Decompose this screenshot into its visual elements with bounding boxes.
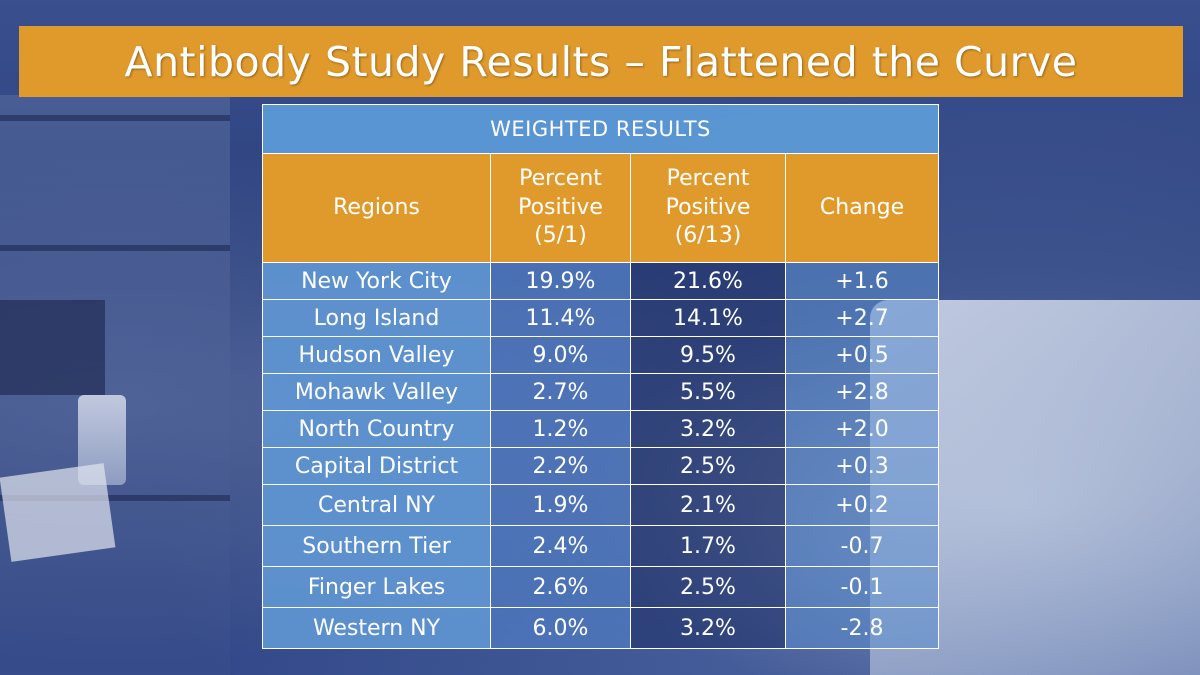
percent-6-13-cell: 2.5% xyxy=(630,566,786,608)
slide-title-bar: Antibody Study Results – Flattened the C… xyxy=(19,26,1183,97)
region-cell: Long Island xyxy=(262,299,491,337)
percent-6-13-cell: 9.5% xyxy=(630,336,786,374)
table-row: Central NY 1.9% 2.1% +0.2 xyxy=(262,484,940,526)
percent-5-1-cell: 1.2% xyxy=(490,410,631,448)
change-cell: -2.8 xyxy=(784,607,940,649)
change-cell: +2.7 xyxy=(784,299,940,337)
region-cell: Western NY xyxy=(262,607,491,649)
change-cell: +1.6 xyxy=(784,262,940,300)
table-row: Western NY 6.0% 3.2% -2.8 xyxy=(262,607,940,649)
region-cell: Southern Tier xyxy=(262,525,491,567)
column-header-change: Change xyxy=(784,153,940,263)
table-row: Capital District 2.2% 2.5% +0.3 xyxy=(262,447,940,485)
percent-5-1-cell: 19.9% xyxy=(490,262,631,300)
table-row: Mohawk Valley 2.7% 5.5% +2.8 xyxy=(262,373,940,411)
column-header-percent-positive-6-13: Percent Positive (6/13) xyxy=(630,153,786,263)
table-caption: WEIGHTED RESULTS xyxy=(261,104,940,154)
percent-5-1-cell: 2.6% xyxy=(490,566,631,608)
change-cell: +2.8 xyxy=(784,373,940,411)
background-handwritten-sign xyxy=(0,463,116,562)
percent-6-13-cell: 2.1% xyxy=(630,484,786,526)
percent-5-1-cell: 2.4% xyxy=(490,525,631,567)
region-cell: Capital District xyxy=(262,447,491,485)
percent-6-13-cell: 14.1% xyxy=(630,299,786,337)
region-cell: Hudson Valley xyxy=(262,336,491,374)
percent-5-1-cell: 1.9% xyxy=(490,484,631,526)
header-line: Positive xyxy=(665,194,751,220)
change-cell: -0.1 xyxy=(784,566,940,608)
percent-5-1-cell: 11.4% xyxy=(490,299,631,337)
percent-5-1-cell: 2.2% xyxy=(490,447,631,485)
percent-6-13-cell: 1.7% xyxy=(630,525,786,567)
table-row: Hudson Valley 9.0% 9.5% +0.5 xyxy=(262,336,940,374)
shelf-divider xyxy=(0,495,230,501)
region-cell: Central NY xyxy=(262,484,491,526)
change-cell: +0.5 xyxy=(784,336,940,374)
background-monitor xyxy=(0,300,105,395)
percent-6-13-cell: 21.6% xyxy=(630,262,786,300)
percent-6-13-cell: 5.5% xyxy=(630,373,786,411)
header-line: Percent xyxy=(519,166,602,192)
slide-title: Antibody Study Results – Flattened the C… xyxy=(124,37,1078,86)
table-row: Long Island 11.4% 14.1% +2.7 xyxy=(262,299,940,337)
region-cell: Finger Lakes xyxy=(262,566,491,608)
percent-5-1-cell: 9.0% xyxy=(490,336,631,374)
header-line: (5/1) xyxy=(534,223,587,249)
column-header-regions: Regions xyxy=(262,153,491,263)
region-cell: Mohawk Valley xyxy=(262,373,491,411)
change-cell: +2.0 xyxy=(784,410,940,448)
header-line: Positive xyxy=(518,194,603,220)
change-cell: +0.3 xyxy=(784,447,940,485)
table-row: North Country 1.2% 3.2% +2.0 xyxy=(262,410,940,448)
percent-5-1-cell: 2.7% xyxy=(490,373,631,411)
column-header-percent-positive-5-1: Percent Positive (5/1) xyxy=(490,153,631,263)
region-cell: North Country xyxy=(262,410,491,448)
table-row: Southern Tier 2.4% 1.7% -0.7 xyxy=(262,525,940,567)
percent-6-13-cell: 2.5% xyxy=(630,447,786,485)
percent-6-13-cell: 3.2% xyxy=(630,607,786,649)
change-cell: +0.2 xyxy=(784,484,940,526)
percent-5-1-cell: 6.0% xyxy=(490,607,631,649)
shelf-divider xyxy=(0,245,230,251)
percent-6-13-cell: 3.2% xyxy=(630,410,786,448)
shelf-divider xyxy=(0,115,230,121)
change-cell: -0.7 xyxy=(784,525,940,567)
region-cell: New York City xyxy=(262,262,491,300)
table-row: Finger Lakes 2.6% 2.5% -0.1 xyxy=(262,566,940,608)
results-table: WEIGHTED RESULTS Regions Percent Positiv… xyxy=(261,104,940,649)
table-row: New York City 19.9% 21.6% +1.6 xyxy=(262,262,940,300)
header-line: (6/13) xyxy=(674,223,742,249)
header-line: Percent xyxy=(666,166,750,192)
